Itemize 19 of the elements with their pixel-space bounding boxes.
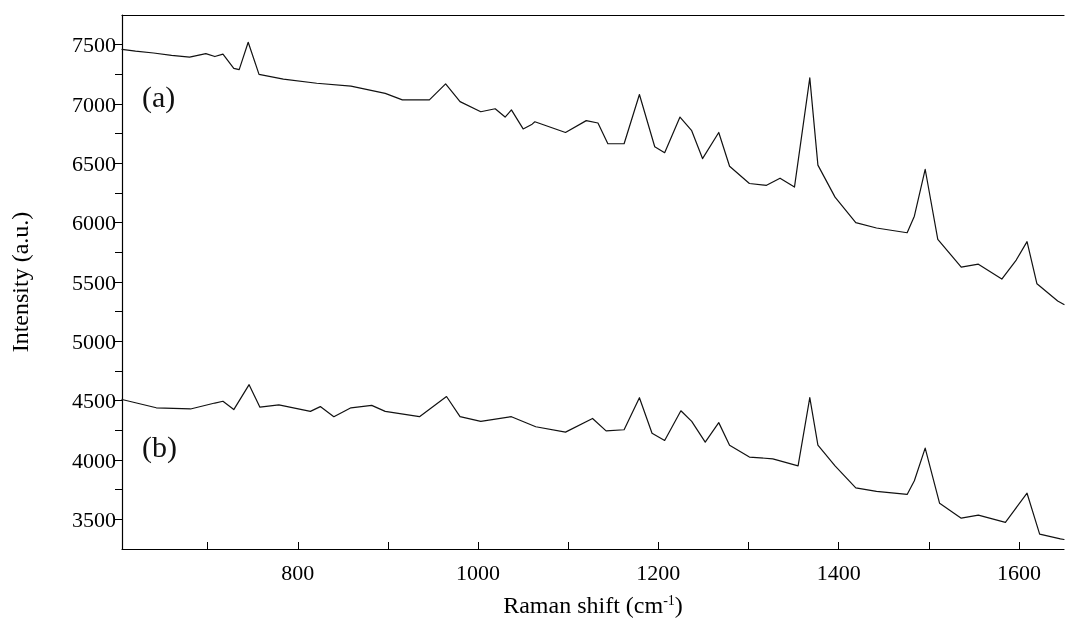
- y-tick-label: 7500: [72, 32, 116, 58]
- y-tick-label: 3500: [72, 506, 116, 532]
- y-tick-label: 5000: [72, 328, 116, 354]
- line-series: [121, 384, 1065, 541]
- y-tick-label: 4500: [72, 388, 116, 414]
- x-tick-label: 1200: [636, 559, 681, 585]
- y-tick-label: 4000: [72, 447, 116, 473]
- series-label: (a): [142, 79, 176, 114]
- y-tick-label: 5500: [72, 269, 116, 295]
- x-tick-label: 1400: [816, 559, 861, 585]
- y-tick-label: 7000: [72, 91, 116, 117]
- x-tick-label: 1600: [996, 559, 1041, 585]
- y-tick-label: 6000: [72, 210, 116, 236]
- y-tick-label: 6500: [72, 150, 116, 176]
- x-tick-label: 800: [281, 559, 315, 585]
- y-axis-title: Intensity (a.u.): [7, 211, 33, 353]
- series-label: (b): [142, 429, 177, 464]
- line-series: [121, 41, 1065, 306]
- x-tick-label: 1000: [456, 559, 501, 585]
